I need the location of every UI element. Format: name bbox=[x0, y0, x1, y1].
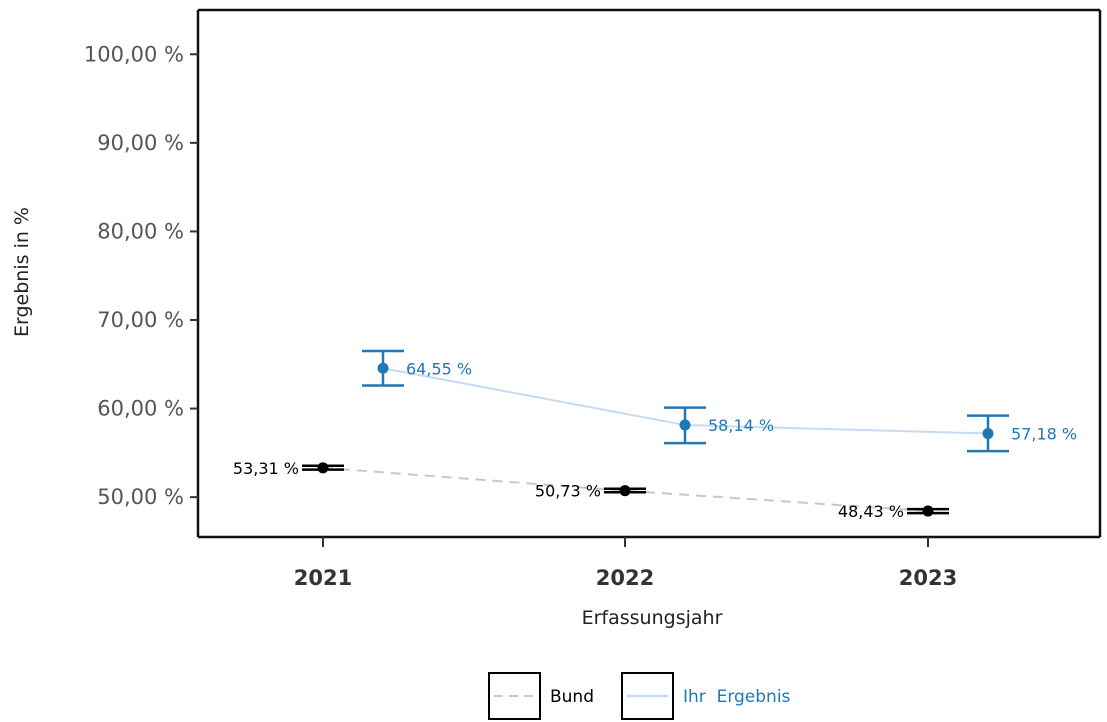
legend: Bund Ihr Ergebnis bbox=[488, 672, 791, 720]
series-layer: 53,31 % 50,73 % 48,43 % 64,55 % 58,14 % 57,18… bbox=[233, 349, 1077, 521]
data-label: 50,73 % bbox=[535, 482, 601, 501]
y-axis-title: Ergebnis in % bbox=[11, 207, 33, 337]
y-tick-label: 70,00 % bbox=[97, 308, 184, 332]
data-point bbox=[619, 485, 631, 497]
x-axis-ticks: 2021 2022 2023 bbox=[294, 537, 957, 590]
y-tick-label: 60,00 % bbox=[97, 397, 184, 421]
y-axis-ticks: 50,00 % 60,00 % 70,00 % 80,00 % 90,00 % 100,0… bbox=[84, 42, 198, 509]
legend-label-bund: Bund bbox=[550, 687, 594, 707]
data-label: 64,55 % bbox=[406, 359, 472, 378]
y-tick-label: 80,00 % bbox=[97, 219, 184, 243]
x-tick-label: 2022 bbox=[596, 566, 654, 590]
data-point bbox=[982, 428, 994, 440]
y-tick-label: 90,00 % bbox=[97, 131, 184, 155]
data-point bbox=[922, 505, 934, 517]
y-tick-label: 50,00 % bbox=[97, 485, 184, 509]
data-label: 58,14 % bbox=[708, 416, 774, 435]
x-axis-title: Erfassungsjahr bbox=[582, 607, 723, 629]
data-label: 48,43 % bbox=[838, 502, 904, 521]
plot-frame bbox=[196, 8, 1102, 539]
data-label: 57,18 % bbox=[1011, 425, 1077, 444]
x-tick-label: 2021 bbox=[294, 566, 352, 590]
x-tick-label: 2023 bbox=[899, 566, 957, 590]
data-label: 53,31 % bbox=[233, 459, 299, 478]
data-point bbox=[377, 362, 389, 374]
y-tick-label: 100,00 % bbox=[84, 42, 184, 66]
data-point bbox=[317, 462, 329, 474]
data-point bbox=[679, 419, 691, 431]
legend-label-ihr-ergebnis: Ihr Ergebnis bbox=[683, 687, 791, 707]
